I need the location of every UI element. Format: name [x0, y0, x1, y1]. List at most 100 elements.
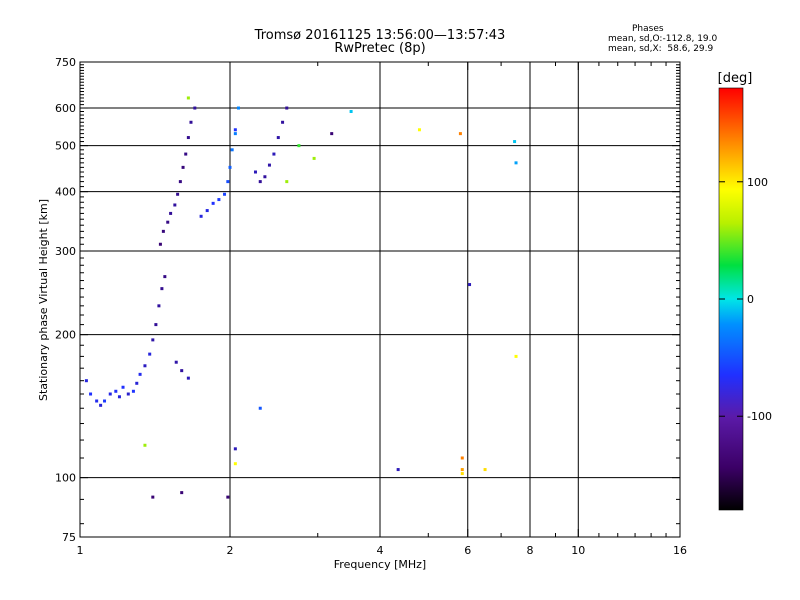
trace-point	[138, 372, 142, 376]
scatter-point	[330, 132, 334, 136]
trace-point	[158, 242, 162, 246]
trace-point	[154, 323, 158, 327]
trace-point	[99, 403, 103, 407]
trace-point	[211, 201, 215, 205]
scatter-point	[460, 472, 464, 476]
trace-point	[126, 392, 130, 396]
x-tick-label: 16	[673, 544, 687, 557]
chart-subtitle: RwPretec (8p)	[334, 41, 426, 56]
scatter-point	[417, 128, 421, 132]
trace-point	[189, 120, 193, 124]
trace-point	[89, 392, 93, 396]
trace-point	[161, 229, 165, 233]
scatter-point	[468, 283, 472, 287]
scatter-point	[143, 443, 147, 447]
scatter-point	[514, 354, 518, 358]
x-tick-label: 10	[571, 544, 585, 557]
trace-point	[205, 209, 209, 213]
trace-point	[272, 152, 276, 156]
phase-stats-o: mean, sd,O:-112.8, 19.0	[608, 34, 718, 44]
trace-point	[174, 360, 178, 364]
trace-point	[199, 214, 203, 218]
colorbar-ticks: 100 0 -100	[719, 176, 772, 423]
y-tick-label: 400	[55, 186, 76, 199]
trace-point	[276, 136, 280, 140]
trace-point	[285, 106, 289, 110]
trace-point	[184, 152, 188, 156]
trace-point	[135, 381, 139, 385]
trace-point	[95, 399, 99, 403]
phase-title: Phases	[632, 24, 664, 34]
x-axis-label: Frequency [MHz]	[334, 558, 426, 571]
trace-point	[108, 392, 112, 396]
y-tick-label: 100	[55, 472, 76, 485]
colorbar-tick-label: 0	[747, 293, 754, 306]
y-tick-label: 300	[55, 245, 76, 258]
scatter-point	[483, 468, 487, 472]
y-axis-label: Stationary phase Virtual Height [km]	[37, 199, 50, 401]
trace-point	[226, 180, 230, 184]
trace-point	[117, 395, 121, 399]
scatter-point	[233, 128, 237, 132]
phase-stats-x: mean, sd,X: 58.6, 29.9	[608, 44, 714, 54]
scatter-point	[396, 468, 400, 472]
trace-point	[263, 175, 267, 179]
trace-point	[233, 132, 237, 136]
scatter-point	[297, 144, 301, 148]
x-axis: 1 2 4 6 8 10 16	[77, 62, 687, 557]
trace-point	[176, 192, 180, 196]
scatter-point	[180, 491, 184, 495]
trace-point	[178, 180, 182, 184]
y-tick-label: 600	[55, 102, 76, 115]
scatter-point	[186, 96, 190, 100]
trace-point	[157, 304, 161, 308]
y-tick-label: 750	[55, 56, 76, 69]
y-tick-label: 500	[55, 140, 76, 153]
grid	[80, 62, 680, 537]
scatter-point	[312, 156, 316, 160]
trace-point	[131, 389, 135, 393]
trace-point	[267, 163, 271, 167]
trace-point	[186, 136, 190, 140]
trace-point	[230, 148, 234, 152]
trace-point	[181, 165, 185, 169]
data-points	[84, 96, 518, 499]
trace-point	[186, 376, 190, 380]
scatter-point	[460, 468, 464, 472]
colorbar-tick-label: -100	[747, 410, 772, 423]
chart-title: Tromsø 20161125 13:56:00—13:57:43	[254, 28, 506, 43]
trace-point	[236, 106, 240, 110]
trace-point	[148, 352, 152, 356]
trace-point	[103, 399, 107, 403]
trace-point	[169, 211, 173, 215]
colorbar-label: [deg]	[718, 71, 753, 86]
scatter-point	[258, 406, 262, 410]
trace-point	[173, 203, 177, 207]
y-axis: 75 100 200 300 400 500 600 750	[55, 56, 680, 544]
trace-point	[193, 106, 197, 110]
trace-point	[258, 180, 262, 184]
scatter-point	[349, 109, 353, 113]
x-tick-label: 4	[377, 544, 384, 557]
colorbar-tick-label: 100	[747, 176, 768, 189]
trace-point	[217, 198, 221, 202]
trace-point	[253, 170, 257, 174]
trace-point	[151, 338, 155, 342]
y-tick-label: 75	[62, 531, 76, 544]
scatter-point	[226, 495, 230, 499]
trace-point	[281, 120, 285, 124]
x-tick-label: 2	[227, 544, 234, 557]
scatter-point	[285, 180, 289, 184]
y-tick-label: 200	[55, 329, 76, 342]
trace-point	[163, 275, 167, 279]
trace-point	[180, 369, 184, 373]
scatter-point	[460, 456, 464, 460]
scatter-point	[151, 495, 155, 499]
trace-point	[143, 364, 147, 368]
scatter-point	[514, 161, 518, 165]
trace-point	[166, 220, 170, 224]
scatter-point	[458, 132, 462, 136]
scatter-point	[233, 462, 237, 466]
scatter-point	[513, 140, 517, 144]
